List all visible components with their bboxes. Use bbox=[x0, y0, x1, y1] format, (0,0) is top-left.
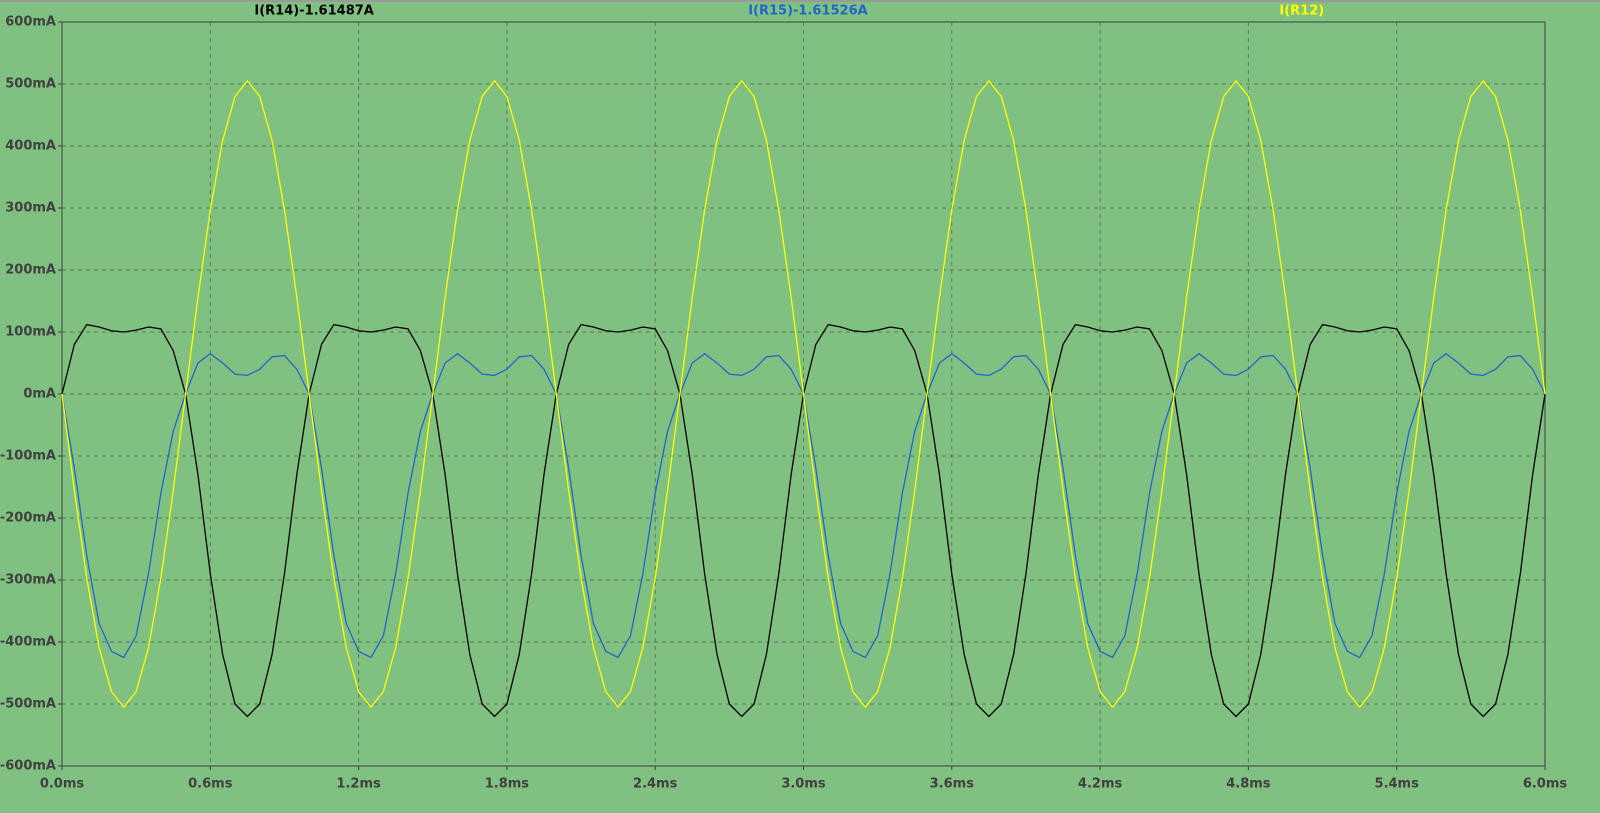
x-tick-label: 2.4ms bbox=[633, 777, 678, 792]
legend-entry: I(R12) bbox=[1279, 4, 1324, 19]
x-tick-label: 1.8ms bbox=[485, 777, 530, 792]
x-tick-label: 0.6ms bbox=[188, 777, 233, 792]
y-tick-label: 400mA bbox=[5, 139, 56, 154]
x-tick-label: 5.4ms bbox=[1375, 777, 1420, 792]
x-tick-label: 4.2ms bbox=[1078, 777, 1123, 792]
y-tick-label: -600mA bbox=[0, 759, 56, 774]
x-tick-label: 3.0ms bbox=[781, 777, 826, 792]
y-tick-label: -100mA bbox=[0, 449, 56, 464]
series-line bbox=[61, 79, 1546, 709]
x-tick-label: 3.6ms bbox=[930, 777, 975, 792]
x-tick-label: 6.0ms bbox=[1523, 777, 1568, 792]
legend-entry: I(R15)-1.61526A bbox=[748, 4, 868, 19]
legend-entry: I(R14)-1.61487A bbox=[254, 4, 374, 19]
y-tick-label: 0mA bbox=[23, 387, 56, 402]
y-tick-label: 100mA bbox=[5, 325, 56, 340]
y-tick-label: 200mA bbox=[5, 263, 56, 278]
y-tick-label: -200mA bbox=[0, 511, 56, 526]
y-tick-label: -500mA bbox=[0, 697, 56, 712]
x-tick-label: 1.2ms bbox=[336, 777, 381, 792]
y-tick-label: 300mA bbox=[5, 201, 56, 216]
x-tick-label: 4.8ms bbox=[1226, 777, 1271, 792]
y-tick-label: 500mA bbox=[5, 77, 56, 92]
y-tick-label: -400mA bbox=[0, 635, 56, 650]
y-tick-label: -300mA bbox=[0, 573, 56, 588]
y-tick-label: 600mA bbox=[5, 15, 56, 30]
x-tick-label: 0.0ms bbox=[40, 777, 85, 792]
